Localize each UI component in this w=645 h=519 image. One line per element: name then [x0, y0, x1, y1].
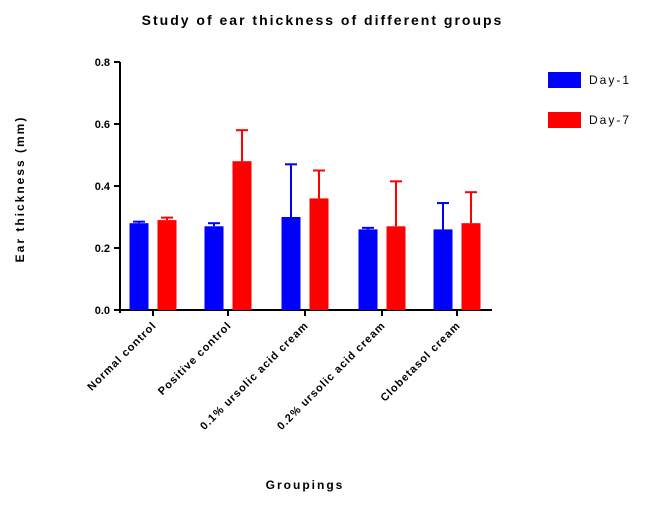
chart-title: Study of ear thickness of different grou…: [141, 12, 504, 28]
y-tick-label: 0.8: [95, 57, 110, 69]
x-tick-label: Normal control: [85, 320, 159, 394]
bar-day-1: [281, 217, 301, 310]
legend: Day-1 Day-7: [548, 70, 631, 150]
y-tick-label: 0.0: [95, 305, 110, 317]
bar-day-7: [157, 220, 177, 310]
y-tick-label: 0.2: [95, 243, 110, 255]
legend-swatch-day-7: [548, 112, 581, 128]
bar-day-1: [204, 226, 224, 310]
x-axis-label: Groupings: [265, 478, 345, 492]
bar-day-7: [386, 226, 406, 310]
bar-day-1: [433, 229, 453, 310]
legend-label-day-7: Day-7: [589, 113, 632, 127]
legend-swatch-day-1: [548, 72, 581, 88]
legend-item-day-7: Day-7: [548, 110, 631, 130]
bar-day-7: [232, 161, 252, 310]
legend-item-day-1: Day-1: [548, 70, 631, 90]
x-tick-label: Clobetasol cream: [378, 320, 463, 405]
bar-day-7: [309, 198, 329, 310]
y-tick-label: 0.6: [95, 119, 110, 131]
legend-label-day-1: Day-1: [589, 73, 632, 87]
x-tick-label: Positive control: [156, 320, 234, 398]
y-tick-label: 0.4: [95, 181, 111, 193]
bar-day-1: [129, 223, 149, 310]
bar-day-7: [461, 223, 481, 310]
bar-day-1: [358, 229, 378, 310]
